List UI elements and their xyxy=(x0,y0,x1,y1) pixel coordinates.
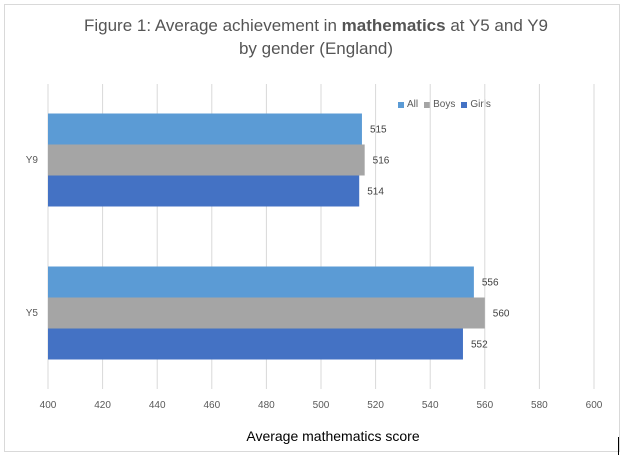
data-label-Y9-all: 515 xyxy=(370,125,387,136)
bar-Y5-all xyxy=(48,266,474,298)
legend-swatch-boys xyxy=(424,101,431,108)
x-tick-label-480: 480 xyxy=(258,400,275,411)
data-label-Y5-girls: 552 xyxy=(471,340,488,351)
bar-Y5-boys xyxy=(48,297,485,329)
title-line2: by gender (England) xyxy=(238,39,394,58)
x-tick-label-580: 580 xyxy=(531,400,548,411)
x-tick-label-400: 400 xyxy=(40,400,57,411)
x-tick-label-460: 460 xyxy=(203,400,220,411)
title-bold: mathematics xyxy=(341,16,446,35)
y-category-label-Y5: Y5 xyxy=(26,308,39,319)
bar-Y9-girls xyxy=(48,175,360,207)
data-label-Y9-boys: 516 xyxy=(373,156,390,167)
data-label-Y9-girls: 514 xyxy=(367,187,384,198)
x-tick-label-520: 520 xyxy=(367,400,384,411)
legend-label-girls: Girls xyxy=(470,99,491,110)
legend-swatch-all xyxy=(398,101,404,108)
x-tick-label-420: 420 xyxy=(94,400,111,411)
bar-Y9-boys xyxy=(48,144,365,176)
legend-item-all: All xyxy=(398,99,418,110)
x-tick-label-500: 500 xyxy=(313,400,330,411)
chart-legend: All Boys Girls xyxy=(398,99,491,110)
legend-label-boys: Boys xyxy=(433,99,456,110)
legend-item-girls: Girls xyxy=(461,99,491,110)
chart-frame xyxy=(4,4,620,452)
data-label-Y5-all: 556 xyxy=(482,278,499,289)
legend-label-all: All xyxy=(407,99,419,110)
y-category-label-Y9: Y9 xyxy=(26,155,39,166)
x-tick-label-540: 540 xyxy=(422,400,439,411)
legend-item-boys: Boys xyxy=(424,99,455,110)
data-label-Y5-boys: 560 xyxy=(493,309,510,320)
x-axis-title: Average mathematics score xyxy=(246,428,419,444)
x-tick-label-440: 440 xyxy=(149,400,166,411)
title-prefix: Figure 1: Average achievement in xyxy=(83,16,342,35)
bar-Y9-all xyxy=(48,113,362,145)
x-tick-label-600: 600 xyxy=(586,400,603,411)
x-tick-label-560: 560 xyxy=(476,400,493,411)
chart-title: Figure 1: Average achievement in mathema… xyxy=(0,14,632,60)
frame-edge-mark xyxy=(618,437,619,455)
legend-swatch-girls xyxy=(461,101,468,108)
bar-Y5-girls xyxy=(48,328,463,360)
title-suffix: at Y5 and Y9 xyxy=(445,16,549,35)
